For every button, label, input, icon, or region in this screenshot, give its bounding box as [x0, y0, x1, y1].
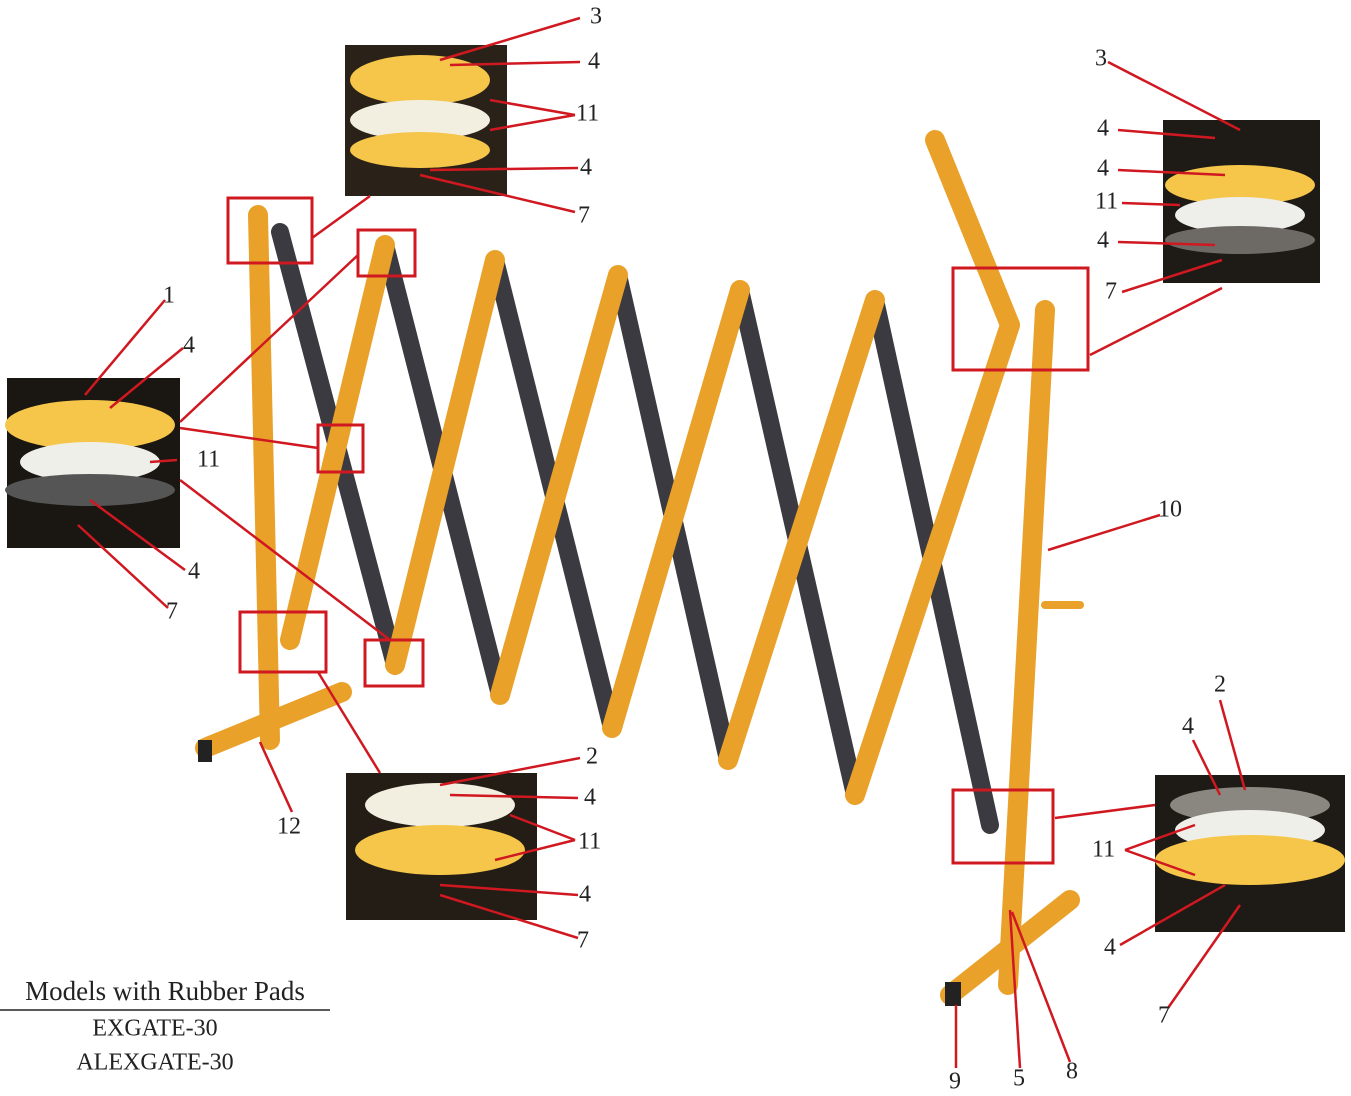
callout: 10	[1158, 497, 1182, 523]
models-title: Models with Rubber Pads	[25, 976, 305, 1006]
callout: 4	[1182, 714, 1194, 740]
callout: 11	[1095, 189, 1118, 215]
callout: 4	[584, 785, 596, 811]
callout: 4	[1097, 156, 1109, 182]
detail-boxes	[226, 196, 1090, 865]
model-name: ALEXGATE-30	[76, 1050, 233, 1076]
callout: 4	[1097, 228, 1109, 254]
gate	[195, 130, 1084, 1006]
callout: 11	[197, 447, 220, 473]
callout: 7	[577, 928, 589, 954]
callout: 4	[183, 333, 195, 359]
callout: 7	[578, 203, 590, 229]
callout: 12	[277, 814, 301, 840]
leader-lines	[0, 16, 1247, 1069]
callout: 7	[1158, 1003, 1170, 1029]
callout: 4	[188, 559, 200, 585]
callouts: 3 4 11 4 7 3 4 4 11 4 7 1 4 11 4 7 2 4 1…	[163, 4, 1226, 1095]
callout: 2	[586, 744, 598, 770]
callout: 4	[580, 155, 592, 181]
callout: 11	[578, 829, 601, 855]
callout: 9	[949, 1069, 961, 1095]
inset-photos	[5, 45, 1345, 932]
callout: 7	[1105, 279, 1117, 305]
model-name: EXGATE-30	[92, 1016, 217, 1042]
callout: 3	[590, 4, 602, 30]
callout: 7	[166, 599, 178, 625]
callout: 11	[576, 101, 599, 127]
callout: 8	[1066, 1059, 1078, 1085]
callout: 11	[1092, 837, 1115, 863]
callout: 4	[588, 49, 600, 75]
callout: 2	[1214, 672, 1226, 698]
callout: 3	[1095, 46, 1107, 72]
callout: 4	[1104, 935, 1116, 961]
models-note: Models with Rubber Pads EXGATE-30 ALEXGA…	[25, 976, 305, 1075]
callout: 5	[1013, 1066, 1025, 1092]
callout: 4	[579, 882, 591, 908]
callout: 1	[163, 283, 175, 309]
callout: 4	[1097, 116, 1109, 142]
